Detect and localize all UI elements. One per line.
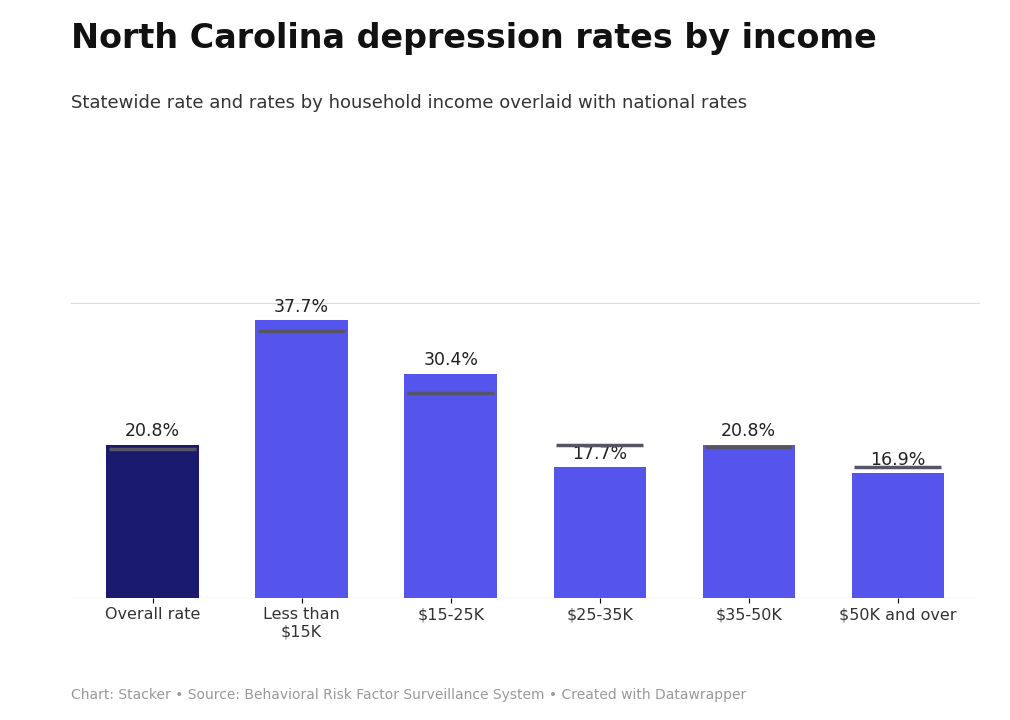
Text: 20.8%: 20.8%	[721, 422, 777, 440]
Bar	[851, 473, 944, 598]
Text: North Carolina depression rates by income: North Carolina depression rates by incom…	[71, 22, 877, 55]
Text: Chart: Stacker • Source: Behavioral Risk Factor Surveillance System • Created wi: Chart: Stacker • Source: Behavioral Risk…	[71, 688, 746, 702]
Bar	[553, 467, 646, 598]
Text: 17.7%: 17.7%	[572, 445, 627, 463]
Text: 30.4%: 30.4%	[423, 351, 478, 369]
Bar	[703, 444, 795, 598]
Bar	[106, 444, 199, 598]
Text: 37.7%: 37.7%	[274, 297, 329, 315]
Text: 20.8%: 20.8%	[125, 422, 180, 440]
Text: Statewide rate and rates by household income overlaid with national rates: Statewide rate and rates by household in…	[71, 94, 746, 112]
Bar	[256, 320, 347, 598]
Bar	[404, 374, 497, 598]
Text: 16.9%: 16.9%	[870, 451, 925, 469]
